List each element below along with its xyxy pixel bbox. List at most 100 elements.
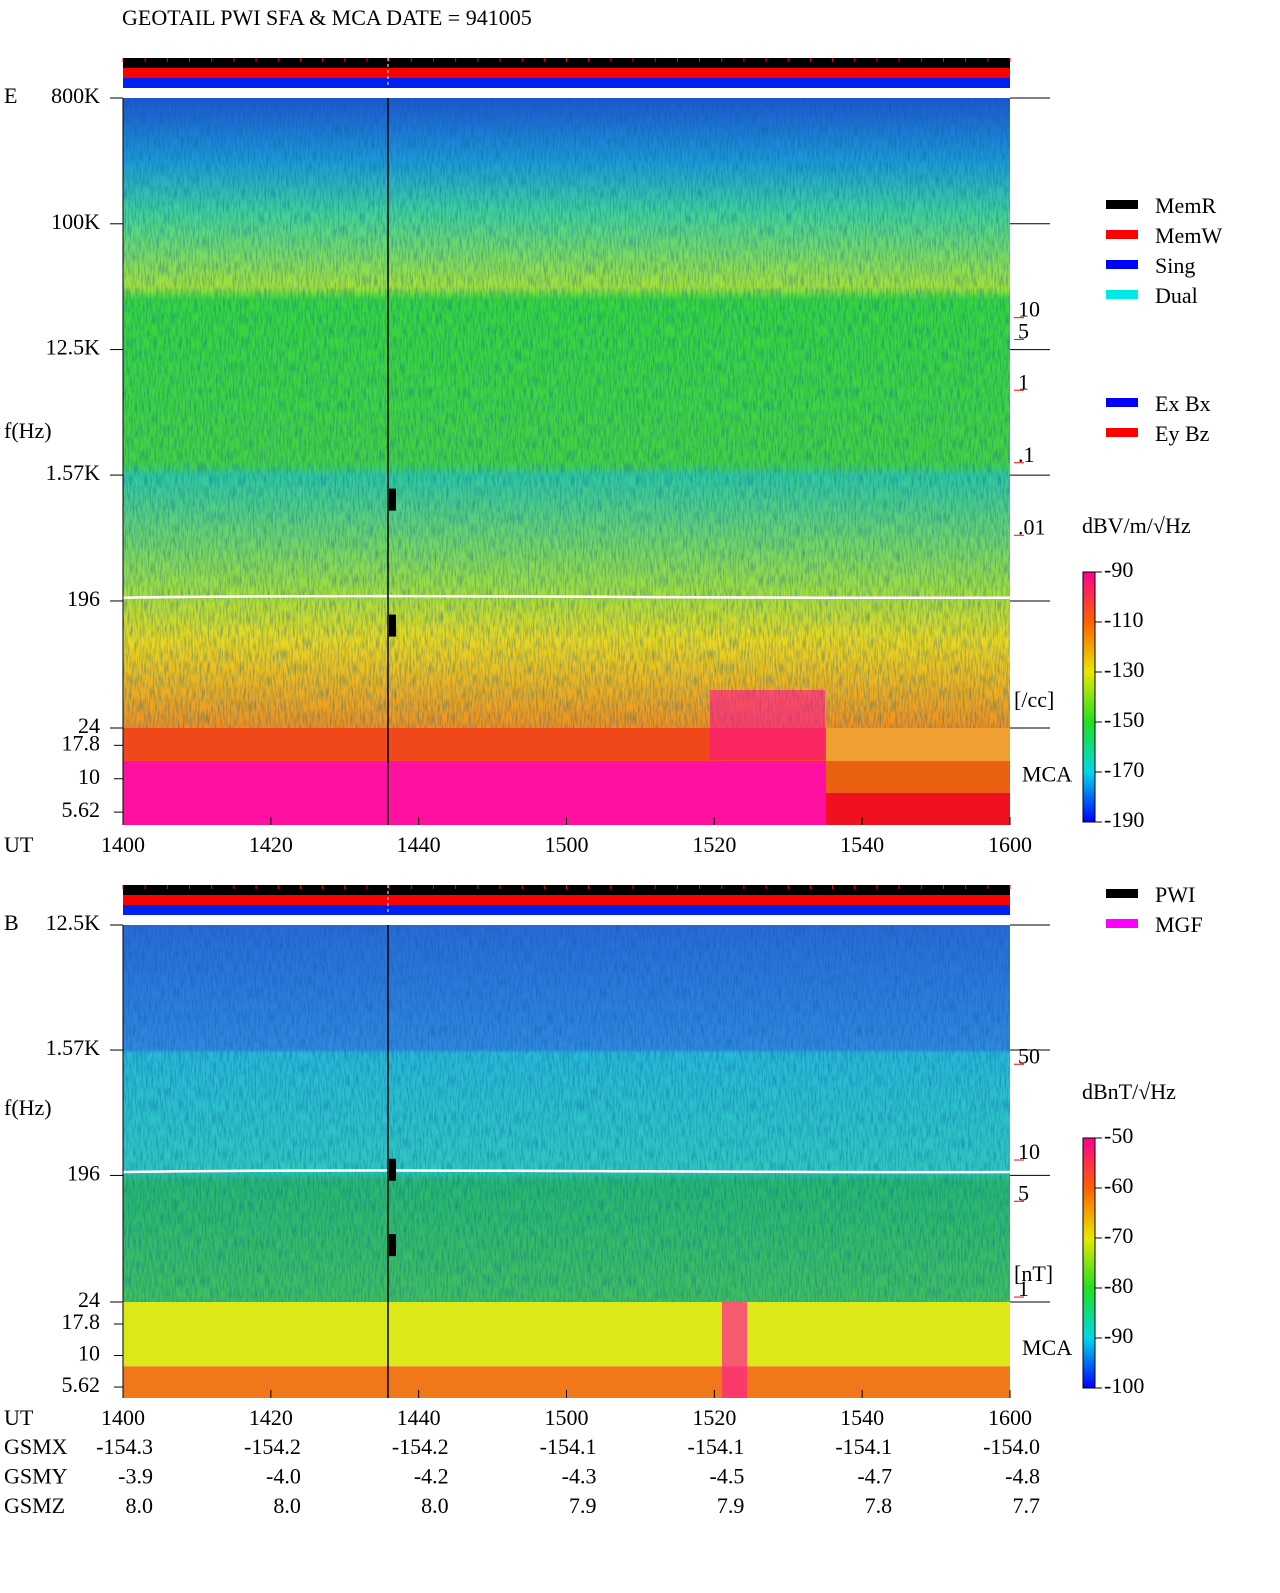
x-tick-label: 1500	[545, 832, 589, 857]
mca-band	[123, 1302, 1010, 1367]
y2-tick-label: .01	[1018, 514, 1046, 539]
orbit-value: -154.1	[835, 1434, 892, 1459]
panel-label: B	[4, 910, 19, 935]
legend-label: Ex Bx	[1155, 391, 1211, 416]
y2-tick-label: 10	[1018, 1139, 1040, 1164]
mca-tick-label: 5.62	[62, 797, 101, 822]
status-bar	[123, 905, 1010, 915]
y-tick-label: 1.57K	[46, 460, 101, 485]
x-tick-label: 1520	[692, 832, 736, 857]
colorbar	[1082, 1137, 1096, 1389]
colorbar-tick-label: -130	[1104, 657, 1144, 682]
y2-tick-label: 10	[1018, 297, 1040, 322]
orbit-value: -154.0	[983, 1434, 1040, 1459]
colorbar	[1082, 571, 1096, 823]
colorbar-tick-label: -110	[1104, 607, 1144, 632]
colorbar-tick-label: -100	[1104, 1373, 1144, 1398]
colorbar-tick-label: -60	[1104, 1173, 1133, 1198]
mca-tick-label: 10	[78, 764, 100, 789]
legend-swatch	[1106, 230, 1138, 239]
x-label: UT	[4, 832, 34, 857]
orbit-value: -4.8	[1005, 1464, 1040, 1489]
colorbar-label: dBV/m/√Hz	[1082, 513, 1191, 538]
orbit-value: 8.0	[421, 1493, 449, 1518]
x-tick-label: 1400	[101, 832, 145, 857]
mca-band	[826, 760, 1010, 793]
status-bar	[123, 78, 1010, 88]
mca-tick-label: 10	[78, 1341, 100, 1366]
colorbar-tick-label: -50	[1104, 1123, 1133, 1148]
mca-band	[123, 760, 826, 825]
spectrogram-texture	[123, 925, 1010, 1302]
gap-mark	[389, 488, 396, 511]
x-tick-label: 1520	[692, 1405, 736, 1430]
legend-label: PWI	[1155, 882, 1195, 907]
orbit-label: GSMY	[4, 1464, 68, 1489]
legend-label: MemR	[1155, 193, 1216, 218]
y-tick-label: 800K	[51, 83, 100, 108]
orbit-value: -154.1	[688, 1434, 745, 1459]
mca-tick-label: 17.8	[62, 730, 101, 755]
mca-tick-label: 5.62	[62, 1372, 101, 1397]
x-tick-label: 1600	[988, 1405, 1032, 1430]
status-bar	[123, 885, 1010, 895]
orbit-value: 8.0	[126, 1493, 154, 1518]
orbit-label: GSMZ	[4, 1493, 65, 1518]
y2-tick-label: .1	[1018, 442, 1035, 467]
orbit-value: 7.8	[865, 1493, 893, 1518]
x-tick-label: 1500	[545, 1405, 589, 1430]
orbit-value: -4.7	[857, 1464, 892, 1489]
mca-label: MCA	[1022, 1335, 1072, 1360]
spectrogram-hot	[710, 690, 825, 760]
x-tick-label: 1540	[840, 832, 884, 857]
colorbar-tick-label: -150	[1104, 707, 1144, 732]
orbit-value: -154.3	[96, 1434, 153, 1459]
y-label: f(Hz)	[4, 1095, 52, 1120]
legend-swatch	[1106, 290, 1138, 299]
orbit-value: 7.9	[717, 1493, 745, 1518]
mca-band	[826, 792, 1010, 825]
orbit-value: -4.5	[710, 1464, 745, 1489]
colorbar-tick-label: -80	[1104, 1273, 1133, 1298]
y2-label: [nT]	[1014, 1261, 1053, 1286]
panel-label: E	[4, 83, 17, 108]
y-tick-label: 1.57K	[46, 1035, 101, 1060]
colorbar-label: dBnT/√Hz	[1082, 1079, 1176, 1104]
colorbar-tick-label: -90	[1104, 557, 1133, 582]
legend-swatch	[1106, 200, 1138, 209]
y-label: f(Hz)	[4, 418, 52, 443]
legend-swatch	[1106, 919, 1138, 928]
legend-label: Dual	[1155, 283, 1198, 308]
legend-label: MemW	[1155, 223, 1222, 248]
orbit-value: 8.0	[273, 1493, 301, 1518]
colorbar-tick-label: -170	[1104, 757, 1144, 782]
orbit-value: -4.3	[562, 1464, 597, 1489]
status-bar	[123, 895, 1010, 905]
mca-tick-label: 17.8	[62, 1309, 101, 1334]
x-tick-label: 1420	[249, 1405, 293, 1430]
orbit-value: 7.7	[1013, 1493, 1041, 1518]
y-tick-label: 12.5K	[46, 910, 101, 935]
x-tick-label: 1420	[249, 832, 293, 857]
mca-label: MCA	[1022, 762, 1072, 787]
y2-label: [/cc]	[1014, 687, 1054, 712]
orbit-value: -154.1	[540, 1434, 597, 1459]
y2-tick-label: 5	[1018, 1180, 1029, 1205]
y-tick-label: 24	[78, 1287, 100, 1312]
x-tick-label: 1540	[840, 1405, 884, 1430]
y-tick-label: 100K	[51, 209, 100, 234]
y2-tick-label: 50	[1018, 1043, 1040, 1068]
legend-label: Sing	[1155, 253, 1195, 278]
gap-mark	[389, 614, 396, 637]
y-tick-label: 196	[67, 586, 100, 611]
colorbar-tick-label: -190	[1104, 807, 1144, 832]
y2-tick-label: 1	[1018, 369, 1029, 394]
legend-swatch	[1106, 260, 1138, 269]
y-tick-label: 24	[78, 713, 100, 738]
legend-swatch	[1106, 889, 1138, 898]
legend-swatch	[1106, 398, 1138, 407]
title: GEOTAIL PWI SFA & MCA DATE = 941005	[122, 5, 532, 30]
spectrogram-texture	[123, 98, 1010, 728]
status-bar	[123, 68, 1010, 78]
